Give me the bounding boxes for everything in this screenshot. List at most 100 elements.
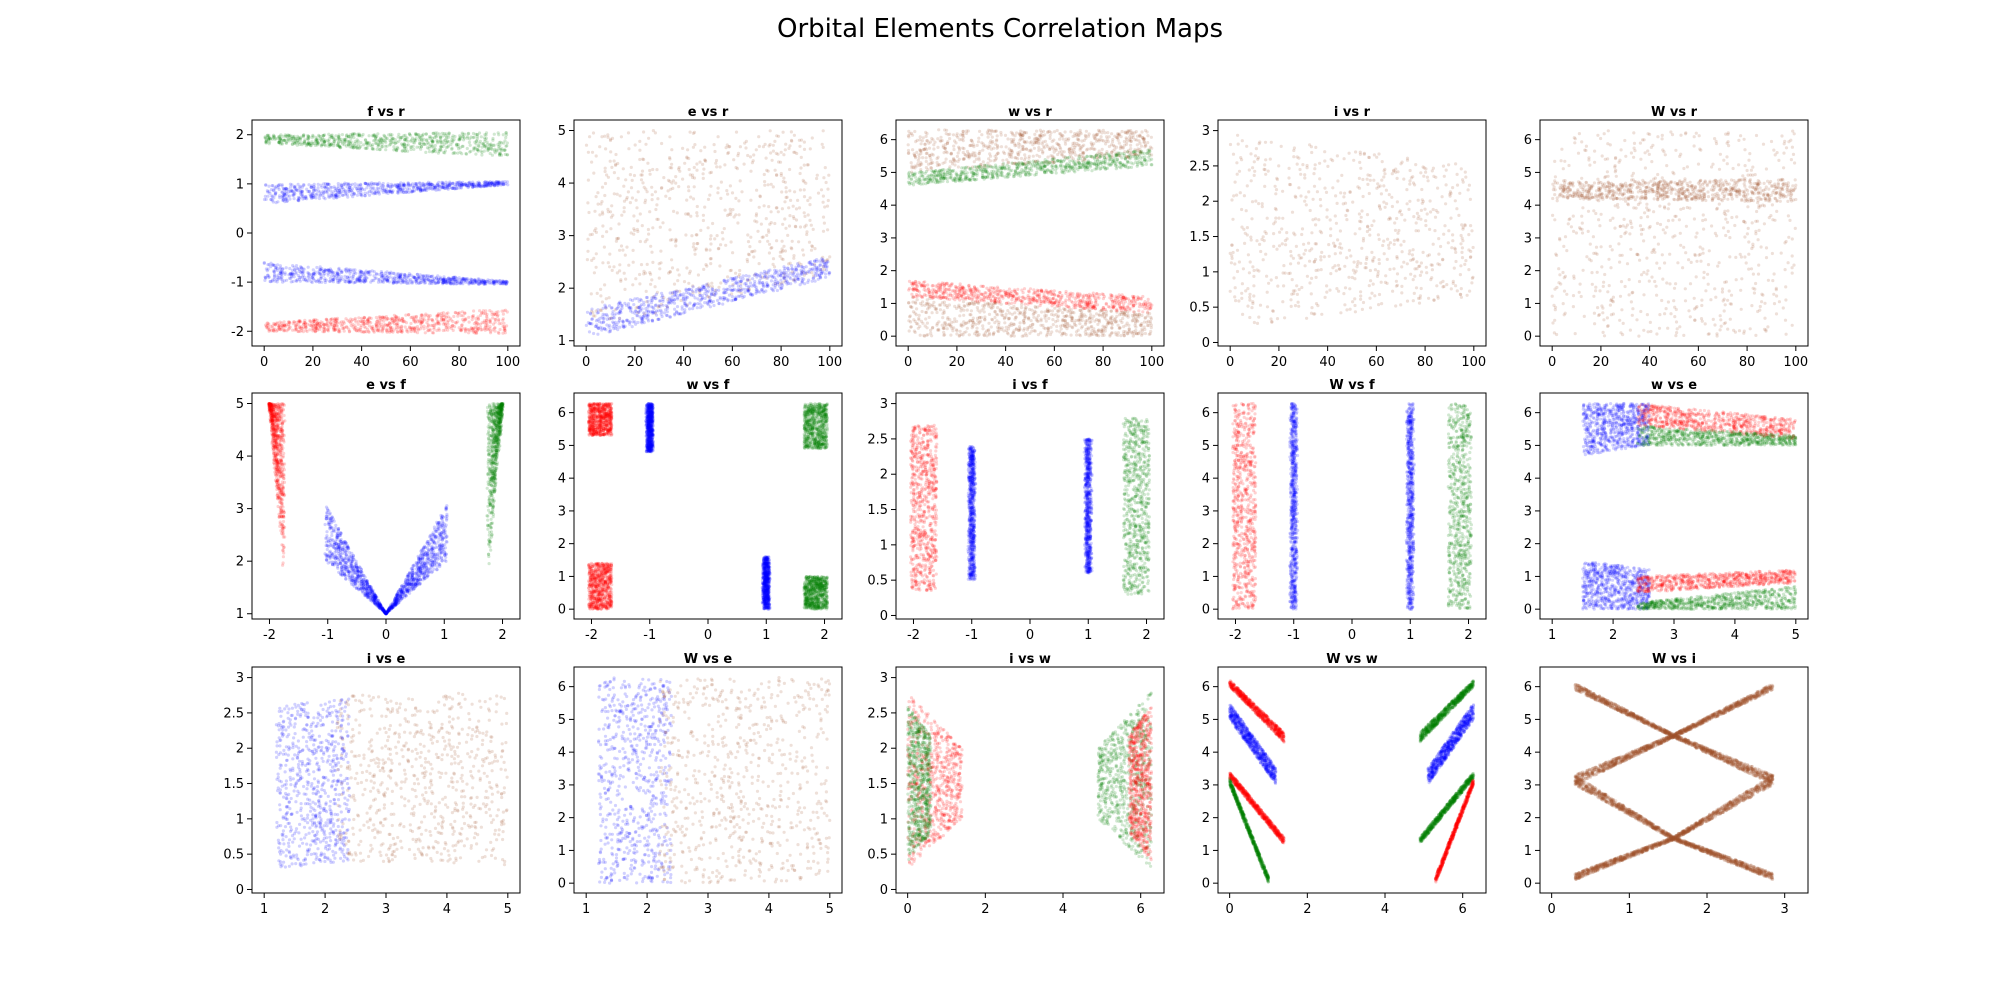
data-point (737, 213, 741, 217)
data-point (491, 143, 495, 147)
data-point (438, 188, 442, 192)
data-point (918, 163, 922, 167)
data-point (807, 270, 811, 274)
y-tick-label: 1 (558, 334, 566, 349)
data-point (704, 247, 708, 251)
data-point (739, 279, 743, 283)
data-point (493, 181, 497, 185)
data-point (467, 181, 471, 185)
data-point (277, 141, 281, 145)
data-point (264, 276, 268, 280)
data-point (493, 317, 497, 321)
data-point (309, 142, 313, 146)
data-point (300, 141, 304, 145)
data-point (293, 191, 297, 196)
data-point (274, 137, 278, 141)
data-point (298, 190, 302, 194)
data-point (339, 184, 343, 188)
subplot-title: f vs r (367, 105, 405, 120)
data-point (470, 281, 474, 285)
data-point (442, 317, 446, 321)
data-point (790, 247, 794, 251)
data-point (489, 143, 493, 147)
data-point (931, 153, 935, 157)
data-point (292, 136, 296, 140)
data-point (318, 190, 322, 194)
data-point (620, 213, 624, 217)
data-point (269, 197, 273, 202)
data-point (271, 263, 275, 267)
data-point (1019, 134, 1023, 138)
data-point (740, 190, 744, 194)
data-point (1138, 141, 1142, 145)
data-point (429, 185, 433, 189)
data-point (307, 142, 311, 146)
data-point (415, 184, 419, 188)
data-point (424, 132, 428, 136)
data-point (372, 133, 376, 137)
data-point (451, 278, 455, 282)
data-point (486, 145, 490, 149)
x-tick-label: 40 (353, 355, 370, 370)
data-point (460, 152, 464, 156)
data-point (311, 186, 316, 191)
data-point (687, 189, 691, 193)
data-point (424, 142, 428, 146)
data-point (284, 189, 288, 193)
data-point (290, 268, 294, 272)
data-point (363, 181, 367, 185)
data-point (427, 150, 432, 154)
data-point (352, 192, 356, 196)
data-point (743, 290, 747, 294)
data-point (457, 276, 461, 280)
data-point (718, 165, 722, 169)
data-point (309, 194, 313, 198)
data-point (974, 157, 979, 161)
data-point (607, 323, 612, 327)
x-tick-label: 0 (582, 355, 590, 370)
data-point (386, 184, 390, 188)
data-point (267, 133, 271, 137)
data-point (292, 197, 296, 201)
data-point (349, 183, 353, 188)
data-point (730, 295, 735, 299)
data-point (489, 183, 493, 187)
data-point (327, 182, 331, 186)
data-point (627, 147, 631, 151)
data-point (489, 142, 493, 146)
data-point (425, 182, 429, 186)
data-point (280, 141, 284, 145)
data-point (364, 138, 368, 142)
data-point (307, 274, 311, 278)
data-point (497, 147, 501, 151)
data-point (340, 193, 345, 197)
data-point (402, 134, 406, 138)
data-point (442, 142, 446, 146)
x-tick-label: 80 (451, 355, 468, 370)
data-point (1023, 141, 1027, 145)
data-point (409, 145, 413, 149)
data-point (389, 134, 393, 138)
data-point (293, 186, 297, 190)
data-point (1023, 158, 1027, 162)
data-point (413, 276, 417, 280)
data-point (384, 135, 388, 139)
data-point (355, 146, 359, 150)
y-tick-label: 5 (558, 124, 566, 139)
data-point (929, 158, 933, 162)
data-point (691, 197, 696, 201)
data-point (347, 135, 351, 139)
data-point (491, 322, 496, 326)
data-point (451, 134, 455, 138)
data-point (443, 186, 447, 190)
data-point (277, 140, 281, 144)
data-point (813, 263, 817, 267)
data-point (319, 144, 323, 148)
data-point (270, 194, 274, 198)
data-point (310, 193, 314, 197)
data-point (403, 138, 407, 142)
data-point (759, 222, 764, 226)
data-point (351, 132, 355, 136)
data-point (670, 181, 674, 185)
data-point (703, 301, 707, 305)
